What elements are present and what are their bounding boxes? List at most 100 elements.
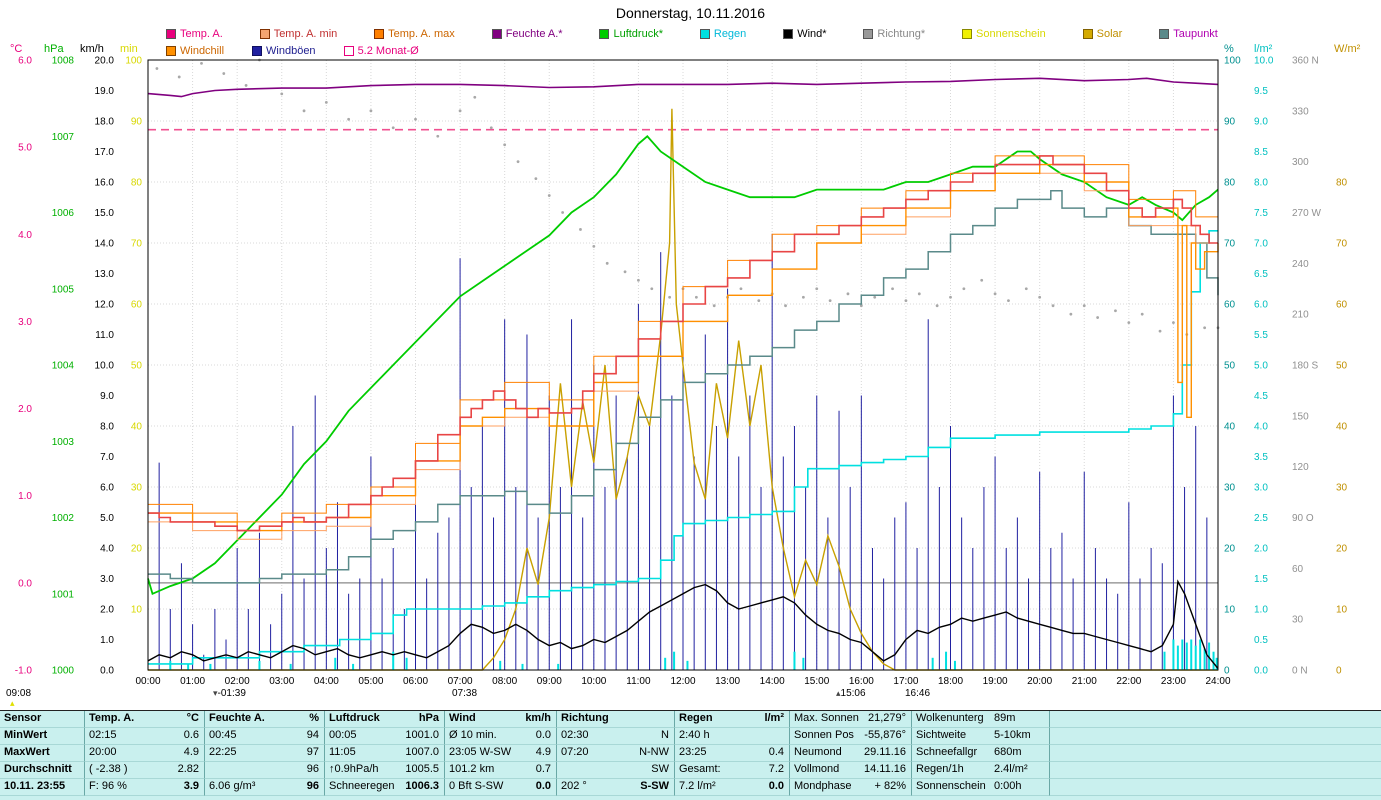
legend-marker-icon xyxy=(252,46,263,56)
y-axis-tick: 20 xyxy=(131,544,143,555)
y-axis-tick: 15.0 xyxy=(95,208,115,219)
table-cell: 23:05 W-SW xyxy=(445,745,517,762)
marker-time-label: 09:08 xyxy=(6,688,32,699)
table-cell: Regen xyxy=(675,711,747,728)
table-cell: 5-10km xyxy=(990,728,1050,745)
sunset-marker: 16:46 xyxy=(905,688,930,699)
series-richtung xyxy=(859,304,863,308)
y-axis-tick: 120 xyxy=(1292,462,1309,473)
legend-marker-icon xyxy=(863,29,874,39)
legend-row-2: Windchill Windböen 5.2 Monat-Ø xyxy=(166,45,419,57)
table-cell: 4.9 xyxy=(517,745,557,762)
y-axis-tick: 180 S xyxy=(1292,361,1318,372)
series-richtung xyxy=(757,299,761,303)
table-cell: 1006.3 xyxy=(400,779,445,796)
y-axis-tick: 0 N xyxy=(1292,666,1308,677)
series-taupunkt xyxy=(148,189,1219,584)
table-cell: 2:40 h xyxy=(675,728,747,745)
legend-label: Luftdruck* xyxy=(613,28,663,40)
table-cell: 14.11.16 xyxy=(860,762,912,779)
y-axis-tick: 5.5 xyxy=(1254,330,1268,341)
table-cell xyxy=(1050,779,1381,796)
y-axis-tick: 40 xyxy=(131,422,143,433)
marker-time-label: 07:38 xyxy=(452,688,478,699)
legend-marker-icon xyxy=(962,29,973,39)
series-richtung xyxy=(1114,309,1117,313)
x-axis-tick: 07:00 xyxy=(448,676,473,687)
y-axis-tick: 0.0 xyxy=(1254,666,1268,677)
legend-item-solar: Solar xyxy=(1082,28,1122,40)
y-axis-tick: 1006 xyxy=(52,208,75,219)
y-axis-tick: 1008 xyxy=(52,56,75,67)
x-axis-tick: 24:00 xyxy=(1205,676,1230,687)
series-richtung xyxy=(516,160,520,164)
table-cell: 680m xyxy=(990,745,1050,762)
legend-label: 5.2 Monat-Ø xyxy=(357,45,419,57)
x-axis-tick: 04:00 xyxy=(314,676,339,687)
y-axis-tick: 50 xyxy=(1224,361,1236,372)
table-cell: ↑0.9hPa/h xyxy=(325,762,400,779)
y-axis-tick: 18.0 xyxy=(95,117,115,128)
series-richtung xyxy=(473,95,477,99)
table-cell: hPa xyxy=(400,711,445,728)
table-cell: °C xyxy=(157,711,205,728)
legend-marker-icon xyxy=(374,29,385,39)
legend-label: Wind* xyxy=(797,28,827,40)
y-axis-tick: 2.0 xyxy=(1254,544,1268,555)
table-cell: Wolkenunterg xyxy=(912,711,990,728)
moonset-icon: ▾ xyxy=(213,688,218,698)
series-richtung xyxy=(1158,329,1162,333)
legend-label: Taupunkt xyxy=(1173,28,1218,40)
table-cell: 2.4l/m² xyxy=(990,762,1050,779)
series-richtung xyxy=(547,194,551,197)
y-axis-tick: 14.0 xyxy=(95,239,115,250)
table-row-label: MaxWert xyxy=(0,745,85,762)
table-cell: 11:05 xyxy=(325,745,400,762)
table-cell: Sonnen Pos xyxy=(790,728,860,745)
x-axis-tick: 20:00 xyxy=(1027,676,1052,687)
table-cell: 101.2 km xyxy=(445,762,517,779)
table-cell xyxy=(1050,762,1381,779)
series-richtung xyxy=(962,287,966,291)
table-cell: 0.0 xyxy=(517,779,557,796)
series-richtung xyxy=(637,278,640,282)
table-cell: Neumond xyxy=(790,745,860,762)
y-axis-tick: 50 xyxy=(131,361,143,372)
table-cell: l/m² xyxy=(747,711,790,728)
x-axis-tick: 00:00 xyxy=(135,676,160,687)
table-cell: SW xyxy=(612,762,675,779)
y-axis-tick: 1004 xyxy=(52,361,75,372)
y-axis-tick: 40 xyxy=(1224,422,1236,433)
y-axis-tick: 10 xyxy=(1224,605,1236,616)
series-richtung xyxy=(561,211,565,214)
y-axis-tick: 20 xyxy=(1224,544,1236,555)
series-richtung xyxy=(739,287,743,291)
legend-label: Windchill xyxy=(180,45,225,57)
table-cell: 00:45 xyxy=(205,728,285,745)
series-richtung xyxy=(917,292,921,296)
series-richtung xyxy=(623,270,627,274)
series-richtung xyxy=(489,126,493,130)
table-cell: Mondphase xyxy=(790,779,860,796)
x-axis-tick: 21:00 xyxy=(1072,676,1097,687)
y-axis-tick: 90 O xyxy=(1292,513,1314,524)
series-richtung xyxy=(980,278,984,282)
y-axis-tick: 7.0 xyxy=(100,452,114,463)
series-richtung xyxy=(1172,321,1175,325)
table-cell: 02:15 xyxy=(85,728,157,745)
legend-item-richtung: Richtung* xyxy=(863,28,925,40)
series-richtung xyxy=(891,287,894,291)
y-axis-tick: 10 xyxy=(131,605,143,616)
x-axis-tick: 01:00 xyxy=(180,676,205,687)
table-cell: Regen/1h xyxy=(912,762,990,779)
y-axis-tick: 70 xyxy=(1224,239,1236,250)
x-axis-tick: 16:00 xyxy=(849,676,874,687)
marker-09-08: 09:08 xyxy=(6,688,31,699)
y-axis-tick: 0 xyxy=(1224,666,1230,677)
sun-symbol: ▴ xyxy=(10,698,15,709)
sunrise-marker: 07:38 xyxy=(452,688,477,699)
legend-marker-icon xyxy=(259,29,270,39)
series-richtung xyxy=(1038,295,1042,299)
y-axis-tick: 30 xyxy=(1224,483,1236,494)
series-feuchte-a xyxy=(147,77,1219,98)
